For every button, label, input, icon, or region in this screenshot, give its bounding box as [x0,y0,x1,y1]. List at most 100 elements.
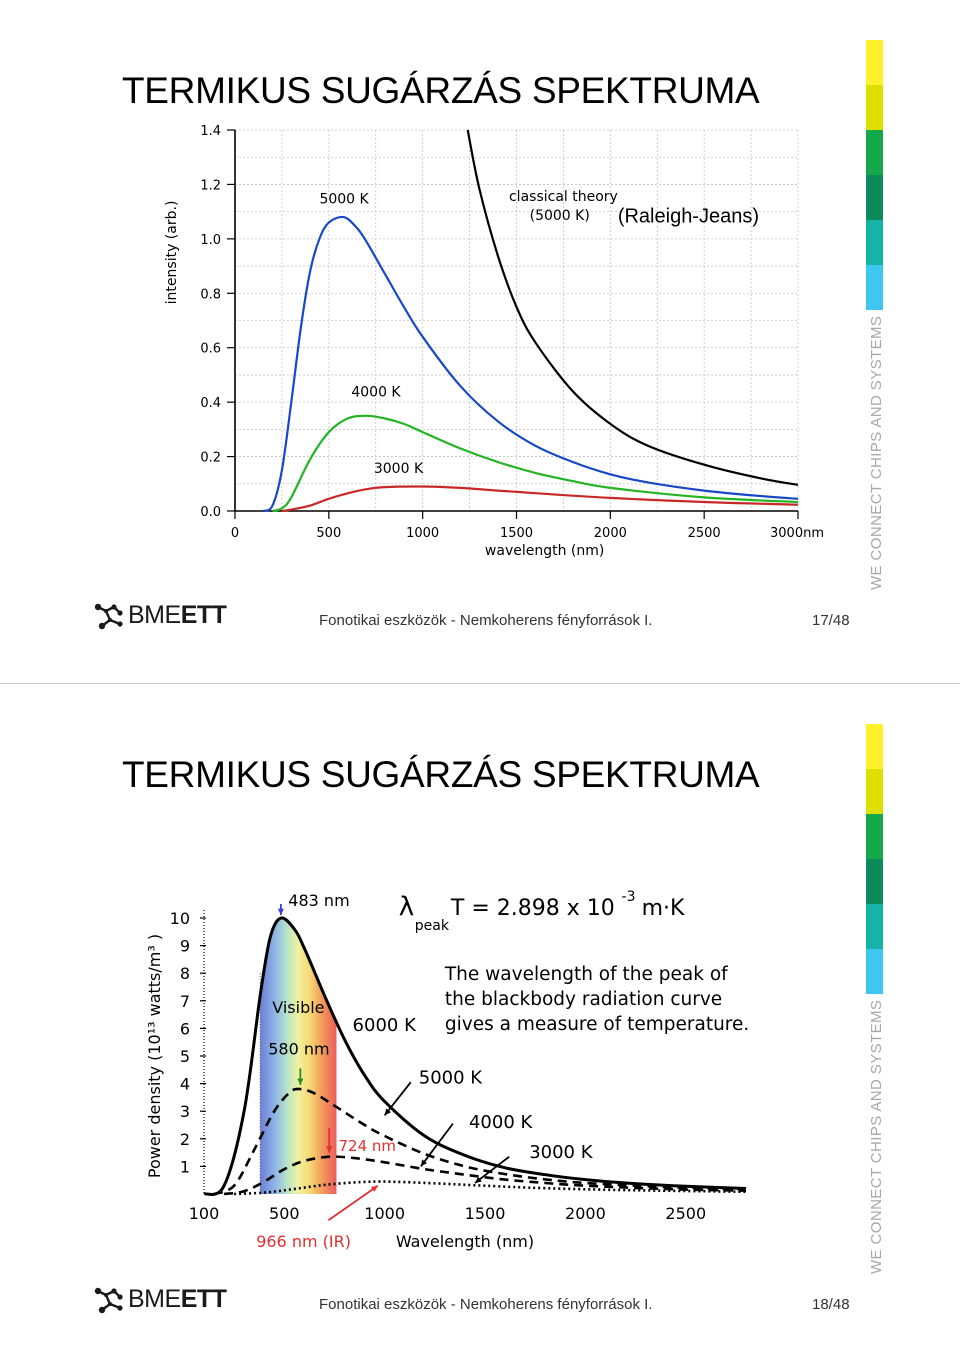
x-tick-label: 1000 [406,526,439,541]
y-tick-label: 6 [180,1019,190,1038]
label-4000k: 4000 K [469,1112,534,1133]
color-bar-segment [866,769,883,814]
x-axis-label: wavelength (nm) [485,543,604,559]
color-bar-segment [866,265,883,310]
bmeett-logo: BMEETT [92,1284,232,1316]
y-tick-label: 9 [180,937,190,956]
description-line-1: The wavelength of the peak of [444,964,728,985]
label-classical-temp: (5000 K) [530,208,590,224]
series-line [234,1180,747,1196]
label-580nm: 580 nm [268,1040,329,1059]
label-5000k: 5000 K [419,1068,484,1089]
arrow-966nm-head [370,1185,378,1192]
x-tick-label: 1500 [500,526,533,541]
x-tick-label: 2000 [565,1204,606,1223]
color-bar-segment [866,130,883,175]
logo-wordmark: BMEETT [128,601,227,629]
y-tick-label: 1 [180,1157,190,1176]
blackbody-power-density-chart: 1 2 3 4 5 6 7 8 9 10 100 500 1000 1500 2000 2500 Wavelen… [145,889,749,1251]
arrow-5000k-head [384,1108,391,1116]
slide-18: TERMIKUS SUGÁRZÁS SPEKTRUMA 1 2 3 4 5 6 7 8 9 10 1… [0,684,960,1367]
x-tick-label: 2000 [594,526,627,541]
slide-17: TERMIKUS SUGÁRZÁS SPEKTRUMA 0.0 0.2 0.4 0.6… [0,0,960,683]
y-axis-label: intensity (arb.) [164,201,180,305]
arrow-966nm [327,1184,379,1221]
color-bar-segment [866,724,883,769]
arrow-4000k [420,1123,454,1167]
color-bar-segment [866,904,883,949]
label-raleigh-jeans: (Raleigh-Jeans) [618,206,759,228]
series-line [203,916,747,1196]
footer-course-title: Fonotikai eszközök - Nemkoherens fényfor… [319,612,653,629]
series-line [223,1155,747,1196]
color-bar-segment [866,220,883,265]
color-bar-segment [866,949,883,994]
x-tick-label: 100 [189,1204,220,1223]
logo-wordmark: BMEETT [128,1285,227,1313]
series-line [466,129,799,486]
color-bar-segment [866,175,883,220]
circuit-logo-icon [94,1287,123,1314]
arrow-724nm-head [326,1146,333,1153]
label-4000k: 4000 K [351,385,401,401]
y-tick-label: 0.0 [200,505,221,520]
arrow-4000k-head [420,1159,428,1167]
label-483nm: 483 nm [288,891,349,910]
x-tick-label: 1000 [364,1204,405,1223]
color-bar-segment [866,814,883,859]
label-6000k: 6000 K [353,1015,418,1036]
y-tick-label: 10 [170,909,190,928]
y-tick-label: 0.4 [200,396,221,411]
formula-subscript: peak [415,918,450,934]
brand-color-bar [866,724,883,994]
slide-divider [0,683,960,684]
series-line [262,215,799,513]
page-number: 18/48 [812,1296,850,1313]
x-tick-label: 2500 [688,526,721,541]
y-tick-label: 0.6 [200,342,221,357]
series-line [213,1087,747,1196]
y-tick-label: 5 [180,1047,190,1066]
y-tick-label: 1.4 [200,124,221,139]
y-tick-label: 7 [180,992,190,1011]
series-line [272,414,799,513]
formula-main: T = 2.898 x 10 [450,896,615,921]
y-tick-label: 8 [180,964,190,983]
formula-exponent: -3 [622,889,636,905]
label-966nm: 966 nm (IR) [256,1232,351,1251]
description-line-2: the blackbody radiation curve [445,989,722,1010]
formula-lambda: λ [399,892,414,922]
label-724nm: 724 nm [338,1137,396,1155]
slide-title: TERMIKUS SUGÁRZÁS SPEKTRUMA [122,754,760,795]
y-tick-label: 2 [180,1130,190,1149]
label-3000k: 3000 K [529,1142,594,1163]
arrow-580nm-head [297,1078,304,1085]
x-axis-label: Wavelength (nm) [396,1232,534,1251]
formula-unit: m·K [642,896,685,921]
x-tick-label: 3000nm [770,526,824,541]
tagline: WE CONNECT CHIPS AND SYSTEMS [868,999,885,1274]
brand-color-bar [866,40,883,310]
label-classical-theory: classical theory [509,189,618,205]
y-axis-label: Power density (10¹³ watts/m³ ) [145,934,164,1178]
y-tick-label: 0.8 [200,287,221,302]
color-bar-segment [866,40,883,85]
color-bar-segment [866,85,883,130]
series-line [281,485,799,513]
page-number: 17/48 [812,612,850,629]
footer-course-title: Fonotikai eszközök - Nemkoherens fényfor… [319,1296,653,1313]
grid [234,129,799,512]
label-visible: Visible [272,998,324,1017]
description-line-3: gives a measure of temperature. [445,1014,749,1035]
x-tick-label: 2500 [665,1204,706,1223]
y-tick-label: 0.2 [200,451,221,466]
y-tick-label: 1.0 [200,233,221,248]
arrow-3000k [474,1156,510,1184]
y-tick-label: 1.2 [200,178,221,193]
label-3000k: 3000 K [374,461,424,477]
label-5000k: 5000 K [319,191,369,207]
x-tick-label: 1500 [465,1204,506,1223]
circuit-logo-icon [94,603,123,630]
x-tick-label: 500 [269,1204,300,1223]
y-tick-label: 3 [180,1102,190,1121]
